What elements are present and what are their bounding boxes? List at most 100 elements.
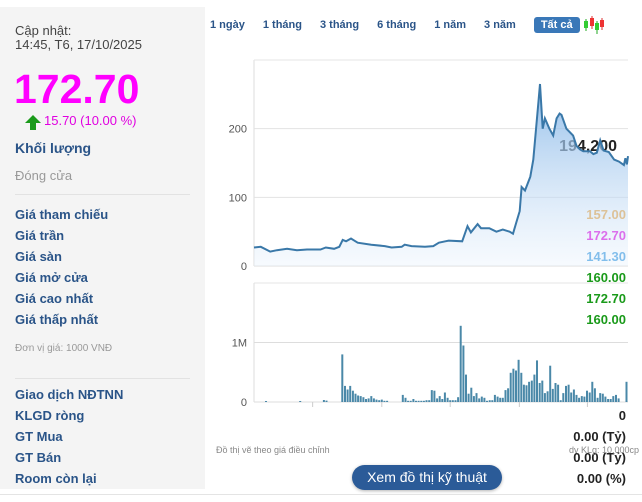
foreign-row-label: GT Bán	[15, 450, 62, 465]
volume-bar	[609, 399, 612, 402]
price-change-value: 15.70 (10.00 %)	[44, 113, 137, 128]
volume-bar	[425, 400, 428, 402]
divider	[15, 194, 190, 195]
volume-bar	[551, 388, 554, 402]
volume-bar	[507, 388, 510, 402]
volume-bar	[509, 372, 512, 402]
price-volume-chart: 010020001M07 '2301 '2407 '2401 '2507 '25	[229, 59, 629, 409]
volume-bar	[512, 368, 515, 402]
volume-bar	[604, 396, 607, 402]
volume-bar	[446, 397, 449, 402]
volume-bar	[367, 398, 370, 402]
volume-bar	[438, 396, 441, 402]
divider	[15, 378, 190, 379]
foreign-trading-title: Giao dịch NĐTNN	[15, 387, 124, 402]
volume-bar	[420, 400, 423, 402]
volume-bar	[525, 385, 528, 402]
tab-range[interactable]: 1 năm	[434, 19, 467, 31]
volume-bar	[401, 394, 404, 402]
stock-summary-panel	[0, 7, 205, 489]
time-range-tabs: 1 ngày 1 tháng 3 tháng 6 tháng 1 năm 3 năm Tất…	[210, 15, 604, 35]
foreign-row-value: 0.00 (Tỷ)	[573, 450, 626, 465]
volume-bar	[354, 393, 357, 402]
volume-bar	[365, 399, 367, 402]
technical-chart-button[interactable]: Xem đồ thị kỹ thuật	[352, 465, 502, 490]
tab-range[interactable]: 1 tháng	[262, 19, 302, 31]
price-row-label: Giá thấp nhất	[15, 312, 99, 327]
volume-bar	[607, 399, 610, 402]
volume-bar	[378, 400, 381, 402]
foreign-row-value: 0.00 (Tỷ)	[573, 429, 626, 444]
volume-bar	[549, 365, 552, 402]
up-arrow-icon	[25, 114, 41, 130]
volume-bar	[565, 385, 567, 402]
foreign-row-label: GT Mua	[15, 429, 63, 444]
volume-tick-label: 0	[241, 397, 247, 409]
price-line	[253, 83, 629, 253]
tab-range[interactable]: 6 tháng	[377, 19, 417, 31]
volume-bar	[341, 354, 344, 402]
volume-bar	[441, 399, 444, 402]
price-tick-label: 0	[241, 261, 247, 273]
volume-bar	[386, 400, 389, 402]
volume-bar	[488, 400, 491, 402]
volume-tick-label: 1M	[232, 338, 247, 350]
tab-range[interactable]: Tất cả	[533, 17, 580, 33]
tab-range[interactable]: 1 ngày	[210, 19, 245, 31]
volume-bar	[515, 370, 517, 402]
candlestick-chart-icon[interactable]	[582, 15, 604, 35]
volume-bar	[557, 384, 560, 402]
volume-bar	[475, 393, 478, 402]
volume-bar	[375, 399, 378, 402]
foreign-row-value: 0	[618, 408, 626, 423]
volume-bar	[554, 383, 557, 402]
foreign-row-value: 0.00 (%)	[576, 471, 626, 486]
volume-bar	[499, 397, 502, 402]
price-row-label: Giá mở cửa	[15, 270, 88, 285]
volume-bar	[449, 400, 452, 402]
volume-bar	[443, 392, 446, 402]
volume-bar	[409, 400, 412, 402]
volume-bar	[586, 390, 588, 402]
volume-bar	[496, 396, 499, 402]
volume-bar	[520, 372, 523, 402]
volume-bar	[491, 400, 494, 402]
price-row-label: Giá sàn	[15, 249, 62, 264]
volume-bar	[349, 385, 352, 402]
volume-bar	[601, 393, 604, 402]
price-row-label: Giá cao nhất	[15, 291, 94, 306]
volume-bar	[533, 374, 536, 402]
volume-bar	[570, 392, 573, 402]
volume-label: Khối lượng	[15, 140, 92, 156]
volume-bar	[362, 397, 365, 402]
volume-bar	[517, 359, 520, 402]
volume-bar	[528, 381, 531, 402]
tab-range[interactable]: 3 năm	[484, 19, 516, 31]
volume-bar	[346, 389, 349, 402]
volume-bar	[530, 380, 533, 402]
price-row-value: 160.00	[586, 270, 626, 285]
tab-range[interactable]: 3 tháng	[319, 19, 360, 31]
volume-bar	[459, 325, 462, 402]
volume-bar	[559, 400, 562, 402]
volume-bar	[380, 399, 383, 402]
volume-bar	[433, 390, 436, 402]
volume-bar	[359, 396, 362, 402]
volume-bar	[415, 400, 417, 402]
volume-bar	[483, 397, 486, 402]
volume-bar	[501, 397, 504, 402]
volume-bar	[612, 396, 615, 402]
volume-bar	[370, 396, 373, 402]
price-unit-note: Đơn vị giá: 1000 VNĐ	[15, 343, 113, 354]
volume-bar	[467, 393, 470, 402]
volume-bar	[543, 393, 546, 402]
volume-bar	[430, 390, 433, 402]
price-row-label: Giá tham chiếu	[15, 207, 109, 222]
price-tick-label: 200	[229, 124, 247, 136]
volume-bar	[580, 396, 583, 402]
volume-bar	[428, 400, 431, 402]
current-price: 172.70	[14, 66, 140, 112]
volume-bar	[541, 380, 544, 402]
volume-bar	[593, 388, 596, 402]
volume-bar	[583, 396, 586, 402]
